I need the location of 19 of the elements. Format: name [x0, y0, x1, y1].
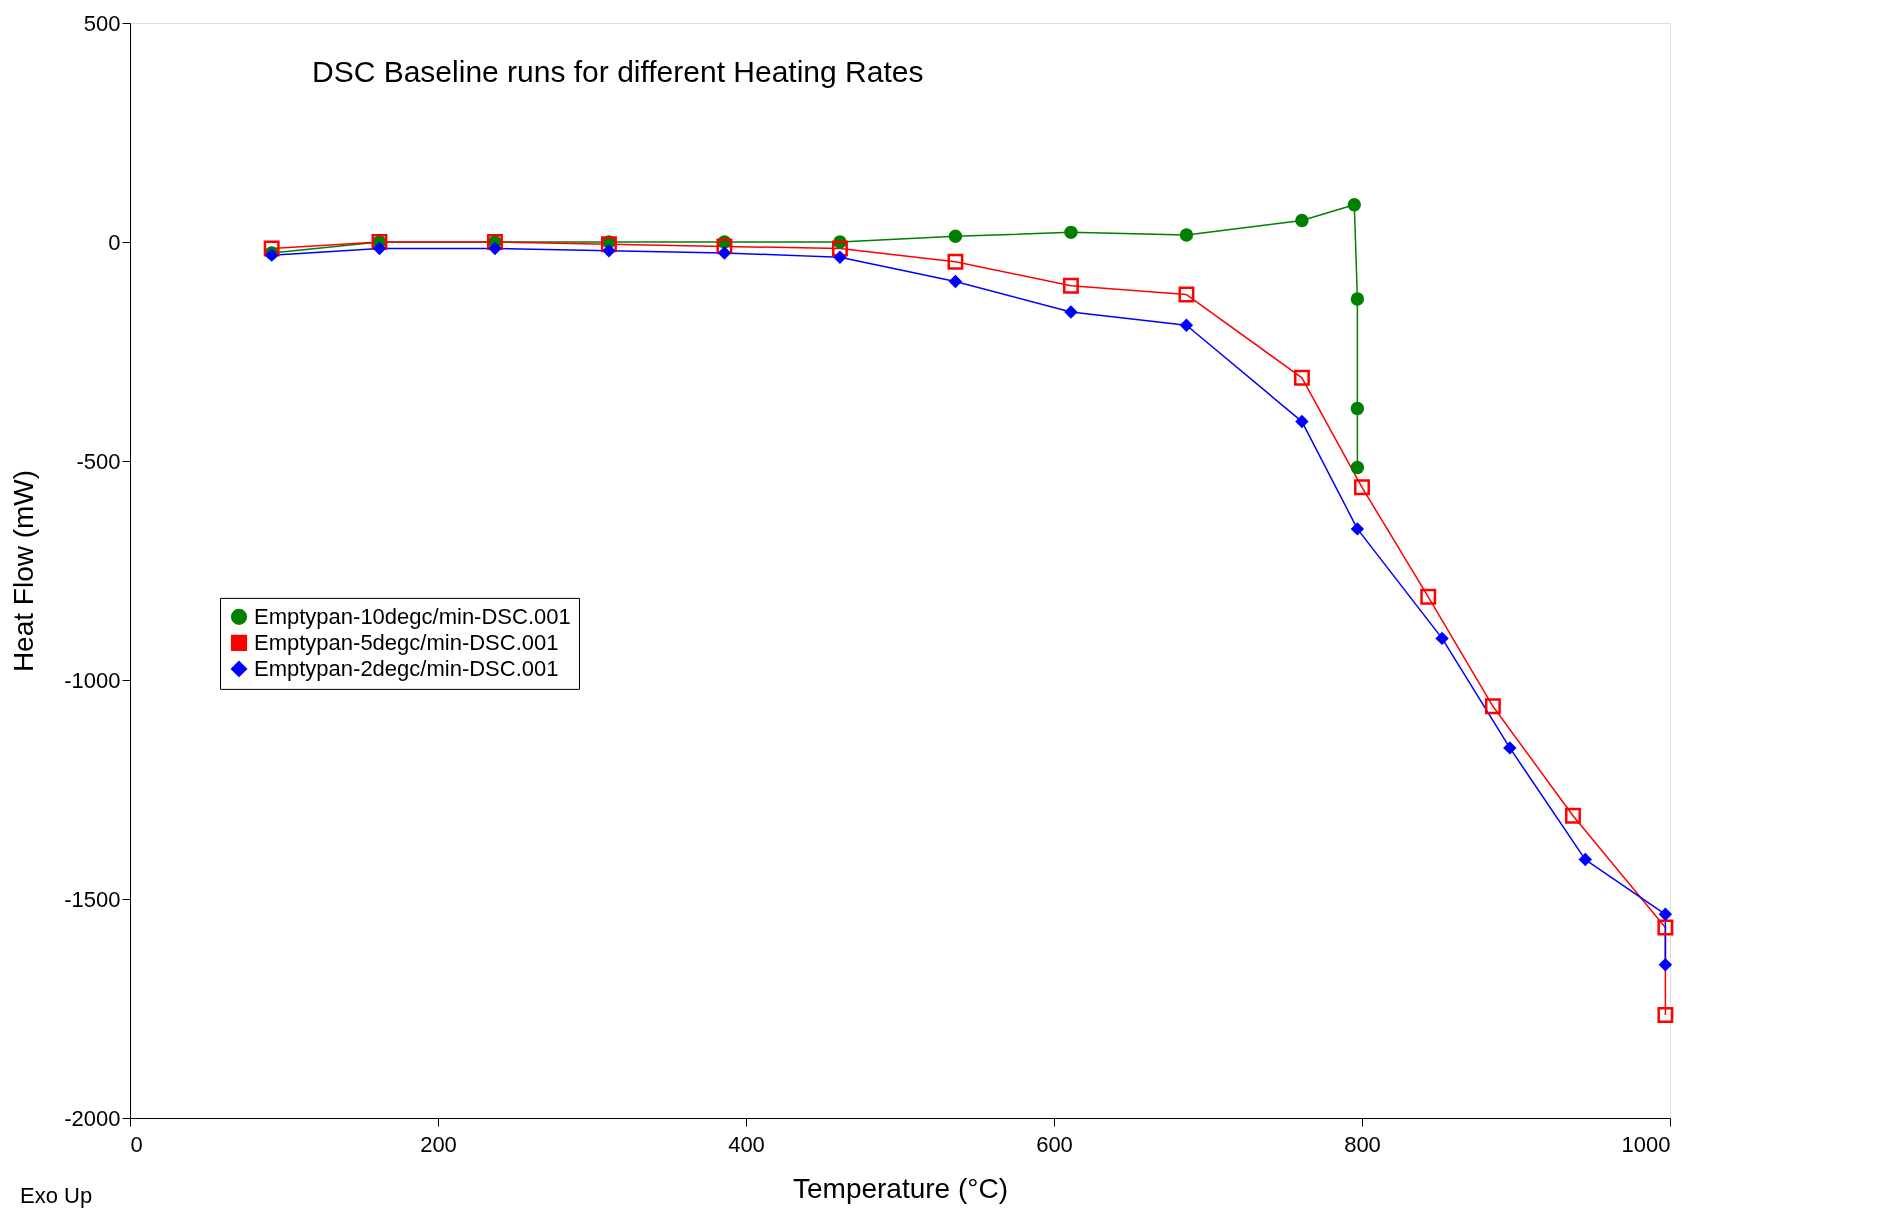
y-axis-title: Heat Flow (mW) — [8, 469, 40, 673]
text: DSC Baseline runs for different Heating Rates — [312, 55, 924, 88]
x-tick-label: 400 — [728, 1131, 765, 1157]
legend-label: Emptypan-10degc/min-DSC.001 — [254, 603, 571, 629]
y-tick-label: -1500 — [64, 886, 121, 912]
x-tick-label: 200 — [420, 1131, 457, 1157]
y-tick-label: -500 — [76, 448, 121, 474]
x-tick-label: 600 — [1036, 1131, 1073, 1157]
text: Exo Up — [20, 1183, 93, 1208]
y-tick-label: -2000 — [64, 1105, 121, 1131]
x-tick-label: 800 — [1344, 1131, 1381, 1157]
legend-label: Emptypan-2degc/min-DSC.001 — [254, 655, 559, 681]
y-tick-label: 0 — [108, 229, 121, 255]
x-tick-label: 1000 — [1621, 1131, 1671, 1157]
legend-label: Emptypan-5degc/min-DSC.001 — [254, 629, 559, 655]
y-tick-label: -1000 — [64, 667, 121, 693]
x-tick-label: 0 — [130, 1131, 143, 1157]
y-tick-label: 500 — [83, 10, 121, 36]
x-axis-title: Temperature (°C) — [792, 1172, 1009, 1204]
